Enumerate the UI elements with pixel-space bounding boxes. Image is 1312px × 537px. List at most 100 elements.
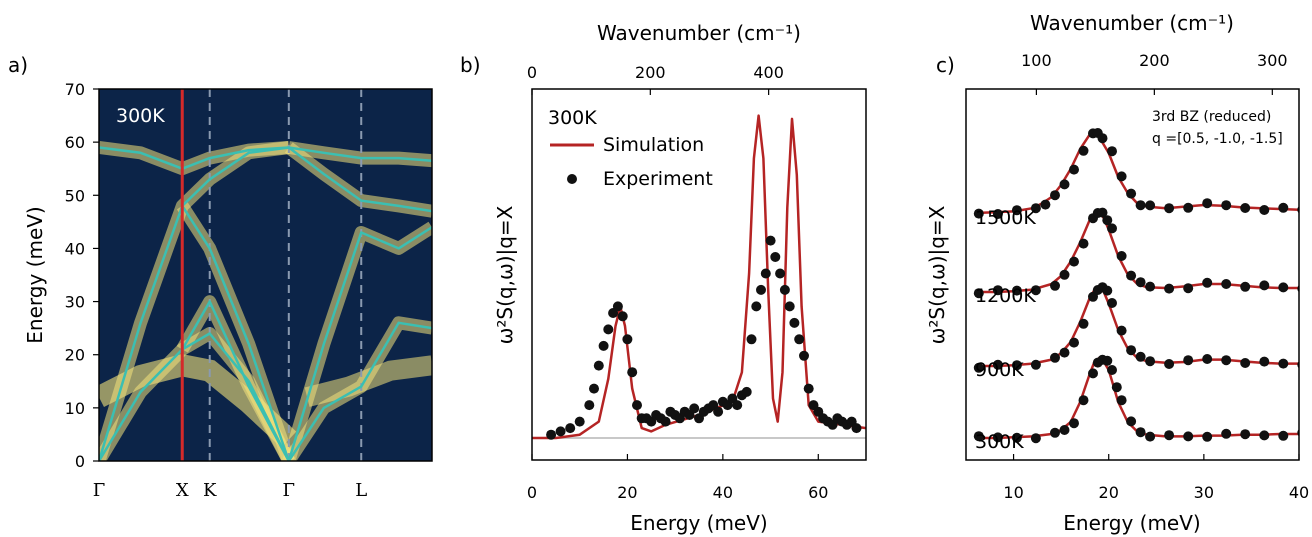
- experiment-point: [1102, 355, 1113, 366]
- experiment-point: [770, 252, 781, 262]
- experiment-point: [775, 268, 786, 279]
- experiment-point: [1126, 416, 1137, 427]
- x-tick-label: 30: [1194, 483, 1214, 502]
- experiment-point: [617, 311, 628, 322]
- experiment-point: [741, 386, 752, 397]
- experiment-point: [1050, 190, 1060, 201]
- x-axis-label-c: Energy (meV): [1063, 511, 1200, 535]
- experiment-point: [1164, 283, 1175, 294]
- intensity-band: [304, 355, 432, 407]
- y-tick-label: 0: [75, 452, 85, 471]
- experiment-point: [1069, 337, 1079, 348]
- kpath-label: L: [355, 480, 367, 501]
- experiment-point: [1059, 347, 1070, 358]
- experiment-point: [1202, 277, 1213, 288]
- experiment-point: [1145, 281, 1156, 292]
- experiment-point: [765, 235, 776, 246]
- y-axis-label-b: ω²S(q,ω)|q=X: [493, 205, 517, 344]
- top-tick-label: 200: [635, 63, 666, 82]
- experiment-point: [1202, 354, 1213, 364]
- dispersion-branch: [181, 205, 290, 461]
- experiment-point: [992, 432, 1003, 443]
- y-tick-label: 60: [65, 133, 85, 152]
- experiment-point: [1278, 282, 1289, 293]
- curve-temperature-label: 1200K: [975, 285, 1036, 307]
- experiment-point: [574, 416, 585, 427]
- experiment-point: [1278, 202, 1289, 213]
- experiment-point: [1183, 431, 1194, 442]
- experiment-point: [1278, 430, 1289, 441]
- experiment-point: [612, 301, 623, 312]
- experiment-point: [1116, 251, 1127, 261]
- experiment-point: [632, 400, 642, 411]
- panel-c: c) Wavenumber (cm⁻¹) 10 20 30 40 100 200 300 …: [925, 11, 1309, 535]
- legend-label-simulation: Simulation: [603, 134, 704, 156]
- experiment-point: [1102, 215, 1113, 226]
- experiment-point: [851, 423, 862, 434]
- experiment-point: [1183, 283, 1194, 294]
- dispersion-branch: [287, 321, 432, 461]
- kpath-label: Γ: [93, 480, 106, 501]
- experiment-point: [555, 426, 566, 437]
- experiment-point: [589, 383, 599, 394]
- dispersion-branch: [99, 146, 289, 461]
- experiment-point: [713, 406, 724, 417]
- experiment-point: [1278, 358, 1289, 369]
- experiment-point: [746, 334, 757, 345]
- experiment-point: [1116, 171, 1127, 182]
- x-tick-label: 20: [1099, 483, 1119, 502]
- experiment-point: [546, 429, 557, 440]
- kpath-label: X: [176, 480, 189, 501]
- experiment-point: [1011, 360, 1022, 371]
- legend-swatch-experiment: [567, 174, 577, 184]
- experiment-point: [794, 334, 805, 345]
- experiment-point: [1164, 359, 1175, 369]
- experiment-point: [1183, 202, 1194, 213]
- experiment-point: [1164, 203, 1175, 214]
- x-tick-label: 40: [1289, 483, 1309, 502]
- experiment-point: [1102, 285, 1113, 296]
- experiment-point: [689, 403, 700, 414]
- experiment-point: [1059, 425, 1070, 435]
- x-axis-ticks-c: 10 20 30 40: [1003, 454, 1309, 502]
- panel-label-a: a): [8, 53, 28, 77]
- x-tick-label: 0: [527, 483, 537, 502]
- experiment-point: [1221, 279, 1232, 289]
- experiment-point: [992, 209, 1003, 219]
- y-axis-ticks-a: 0 10 20 30 40 50 60 70: [65, 80, 99, 471]
- top-x-axis-label-c: Wavenumber (cm⁻¹): [1030, 11, 1234, 35]
- experiment-point: [1097, 133, 1108, 144]
- experiment-point: [627, 367, 638, 378]
- experiment-point: [1097, 207, 1108, 218]
- experiment-point: [1126, 188, 1137, 199]
- axes-frame-c: [965, 88, 1300, 461]
- experiment-point: [593, 360, 604, 371]
- experiment-point: [660, 416, 671, 427]
- experiment-point: [751, 301, 762, 312]
- y-tick-label: 50: [65, 186, 85, 205]
- experiment-point: [1030, 203, 1041, 214]
- experiment-point: [1078, 395, 1089, 406]
- experiment-point: [1078, 238, 1089, 249]
- experiment-point: [1221, 355, 1232, 366]
- experiment-point: [1011, 205, 1022, 216]
- x-axis-ticks-b: 0 20 40 60: [527, 454, 828, 502]
- bz-annotation: 3rd BZ (reduced): [1152, 109, 1271, 125]
- curve-temperature-label: 1500K: [975, 207, 1036, 229]
- experiment-point: [1069, 418, 1079, 429]
- experiment-point: [1116, 395, 1127, 406]
- axes-frame-a: [98, 88, 433, 462]
- experiment-point: [732, 400, 743, 411]
- experiment-point: [1221, 428, 1232, 439]
- experiment-point: [1135, 200, 1146, 211]
- experiment-point: [760, 268, 771, 279]
- x-tick-label: 20: [617, 483, 637, 502]
- experiment-point: [779, 284, 790, 295]
- experiment-point: [1135, 277, 1146, 288]
- y-tick-label: 40: [65, 239, 85, 258]
- panel-b: b) Wavenumber (cm⁻¹) 0 20 40 60 0 200 400 Ene…: [460, 21, 867, 535]
- experiment-point: [1259, 356, 1270, 367]
- experiment-point: [1259, 280, 1270, 291]
- panel-label-c: c): [936, 53, 955, 77]
- top-tick-label: 200: [1139, 51, 1170, 70]
